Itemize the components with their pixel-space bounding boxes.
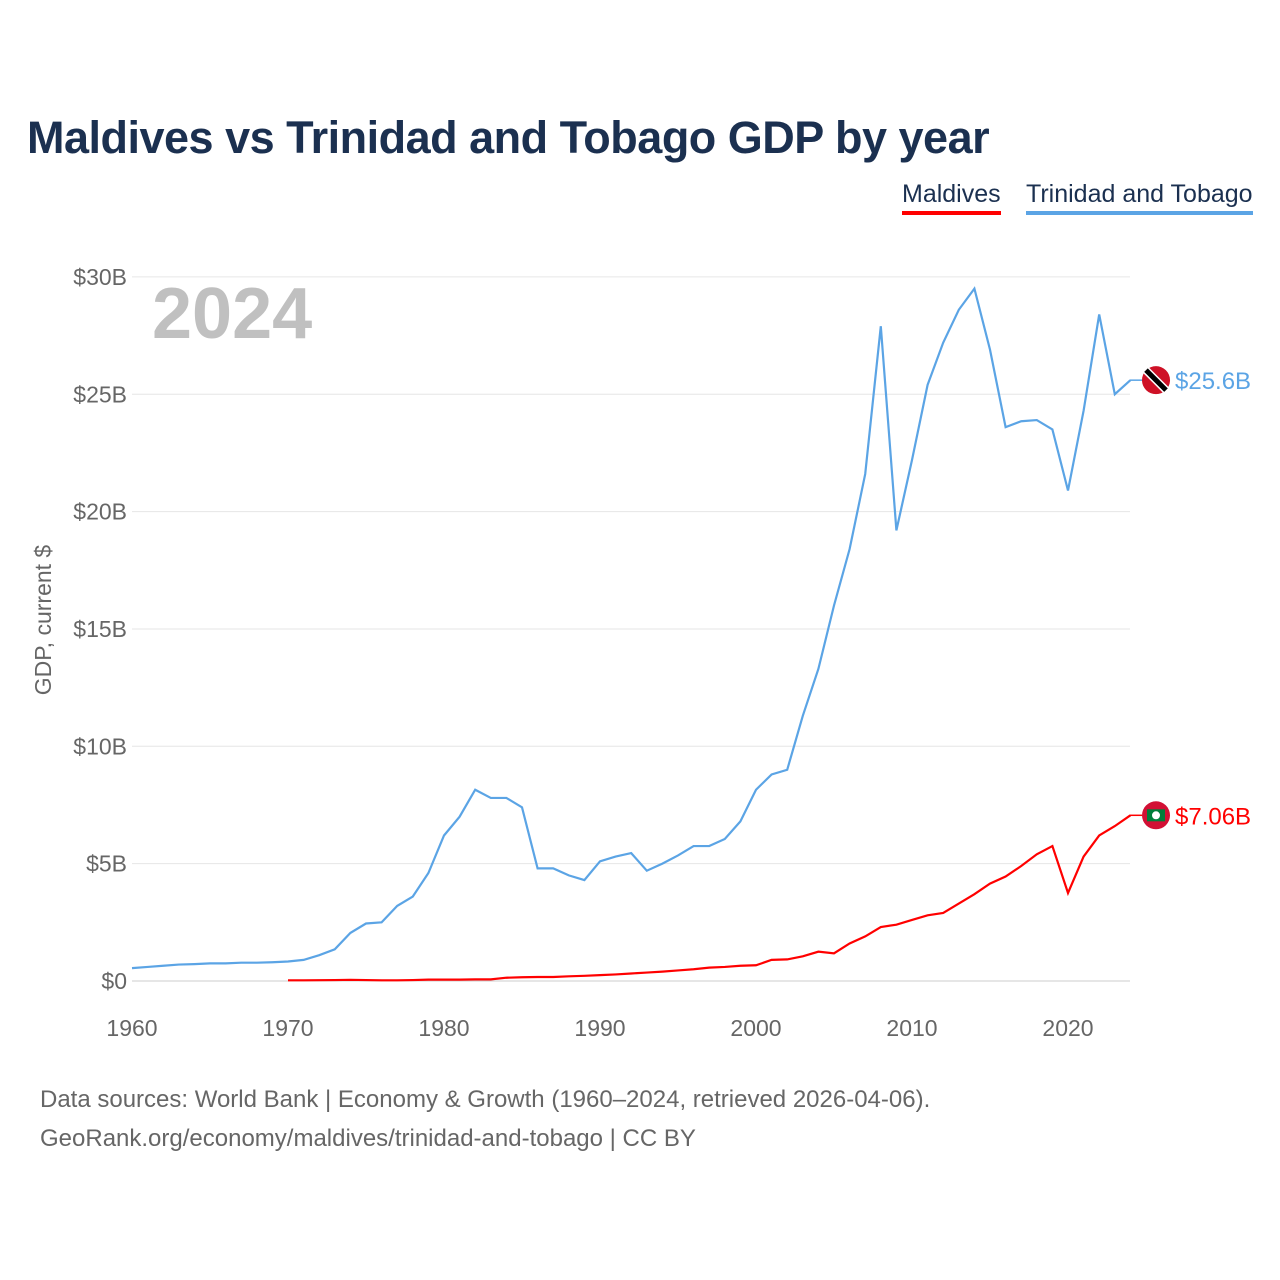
legend-maldives[interactable]: Maldives <box>902 180 1001 215</box>
x-tick-label: 2000 <box>730 1015 781 1041</box>
y-tick-label: $15B <box>73 616 127 642</box>
end-value-label: $25.6B <box>1175 368 1251 395</box>
series-line-maldives <box>288 814 1132 982</box>
y-tick-label: $20B <box>73 499 127 525</box>
source-link[interactable]: GeoRank.org/economy/maldives/trinidad-an… <box>40 1125 696 1152</box>
year-label: 2024 <box>152 274 312 354</box>
flag-crescent <box>1152 811 1160 820</box>
legend-trinidad-and-tobago[interactable]: Trinidad and Tobago <box>1026 180 1253 215</box>
series-line-trinidad-and-tobago <box>131 286 1132 970</box>
x-tick-label: 1980 <box>418 1015 469 1041</box>
chart-title: Maldives vs Trinidad and Tobago GDP by y… <box>27 112 990 163</box>
x-tick-label: 1990 <box>574 1015 625 1041</box>
y-axis-label: GDP, current $ <box>30 545 56 696</box>
flag-stripe <box>1144 368 1168 392</box>
y-tick-label: $5B <box>86 851 127 877</box>
x-tick-label: 1970 <box>262 1015 313 1041</box>
y-tick-label: $10B <box>73 733 127 759</box>
x-tick-label: 2010 <box>886 1015 937 1041</box>
source-text: Data sources: World Bank | Economy & Gro… <box>40 1086 931 1113</box>
y-tick-label: $25B <box>73 381 127 407</box>
end-value-label: $7.06B <box>1175 803 1251 830</box>
x-tick-label: 1960 <box>106 1015 157 1041</box>
y-tick-label: $30B <box>73 264 127 290</box>
y-tick-label: $0 <box>101 968 127 994</box>
x-tick-label: 2020 <box>1042 1015 1093 1041</box>
